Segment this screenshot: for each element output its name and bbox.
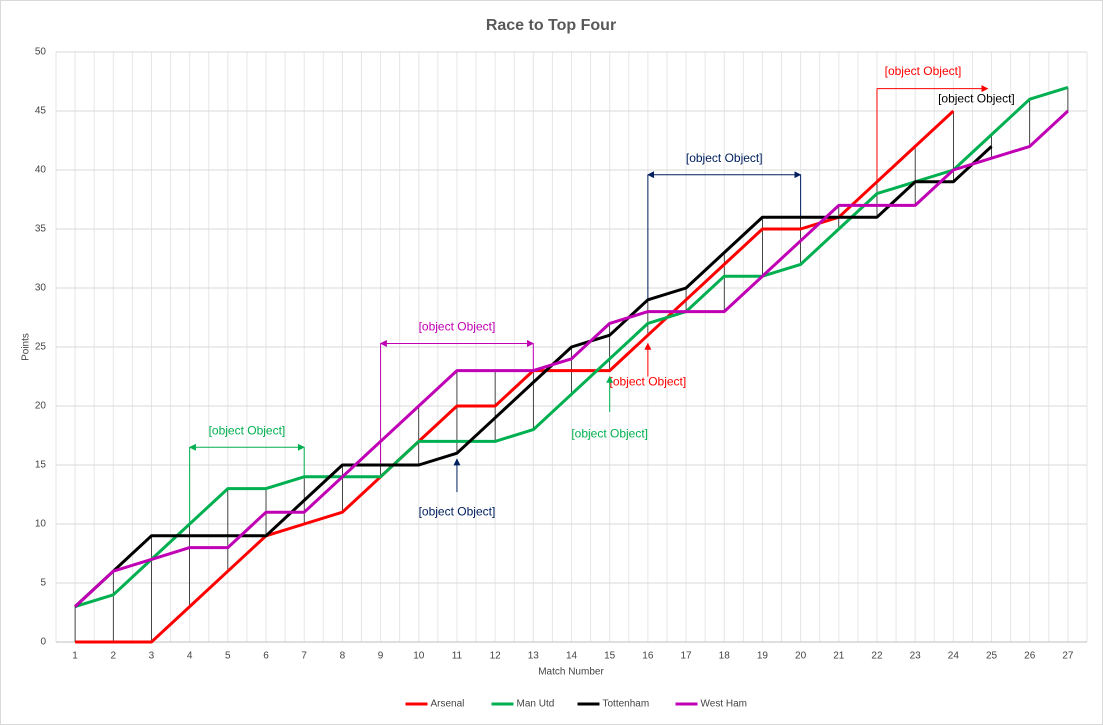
x-tick-label: 4 <box>187 651 193 662</box>
series-line <box>75 109 955 644</box>
x-tick-label: 6 <box>263 651 269 662</box>
x-tick-label: 16 <box>642 651 654 662</box>
legend-label: Man Utd <box>517 699 555 710</box>
y-tick-label: 15 <box>35 460 47 471</box>
x-tick-label: 2 <box>110 651 116 662</box>
x-tick-label: 5 <box>225 651 231 662</box>
chart-title: Race to Top Four <box>486 17 616 34</box>
x-tick-label: 18 <box>719 651 731 662</box>
legend-label: Tottenham <box>603 699 650 710</box>
y-tick-label: 25 <box>35 342 47 353</box>
annotation: [object Object] <box>571 426 648 440</box>
annotation: [object Object] <box>686 151 763 165</box>
annotation: [object Object] <box>938 91 1015 105</box>
x-tick-label: 10 <box>413 651 425 662</box>
series-line <box>74 145 993 608</box>
x-tick-label: 19 <box>757 651 769 662</box>
y-axis-label: Points <box>21 333 32 361</box>
y-tick-label: 50 <box>35 47 47 58</box>
y-tick-label: 30 <box>35 283 47 294</box>
x-tick-label: 3 <box>149 651 155 662</box>
y-tick-label: 10 <box>35 519 47 530</box>
x-tick-label: 27 <box>1062 651 1074 662</box>
annotation: [object Object] <box>419 320 496 334</box>
x-tick-label: 24 <box>948 651 960 662</box>
x-tick-label: 11 <box>452 651 463 662</box>
annotation: [object Object] <box>419 504 496 518</box>
x-tick-label: 17 <box>680 651 692 662</box>
legend-label: West Ham <box>701 699 748 710</box>
x-tick-label: 22 <box>871 651 883 662</box>
annotation: [object Object] <box>209 423 286 437</box>
x-tick-label: 20 <box>795 651 807 662</box>
y-tick-label: 40 <box>35 165 47 176</box>
y-tick-label: 20 <box>35 401 47 412</box>
x-tick-label: 7 <box>301 651 307 662</box>
x-tick-label: 26 <box>1024 651 1036 662</box>
x-tick-label: 8 <box>340 651 346 662</box>
x-tick-label: 15 <box>604 651 616 662</box>
x-tick-label: 12 <box>490 651 502 662</box>
annotation: [object Object] <box>885 64 962 78</box>
x-tick-label: 9 <box>378 651 384 662</box>
x-tick-label: 13 <box>528 651 540 662</box>
legend-label: Arsenal <box>431 699 465 710</box>
x-tick-label: 1 <box>72 651 78 662</box>
x-tick-label: 14 <box>566 651 578 662</box>
annotation: [object Object] <box>610 375 687 389</box>
x-axis-label: Match Number <box>538 667 604 678</box>
x-tick-label: 21 <box>833 651 845 662</box>
y-tick-label: 35 <box>35 224 47 235</box>
y-tick-label: 0 <box>40 637 46 648</box>
y-tick-label: 45 <box>35 106 47 117</box>
x-tick-label: 25 <box>986 651 998 662</box>
x-tick-label: 23 <box>910 651 922 662</box>
y-tick-label: 5 <box>40 578 46 589</box>
series-line <box>74 85 1069 609</box>
series-line <box>74 109 1069 608</box>
